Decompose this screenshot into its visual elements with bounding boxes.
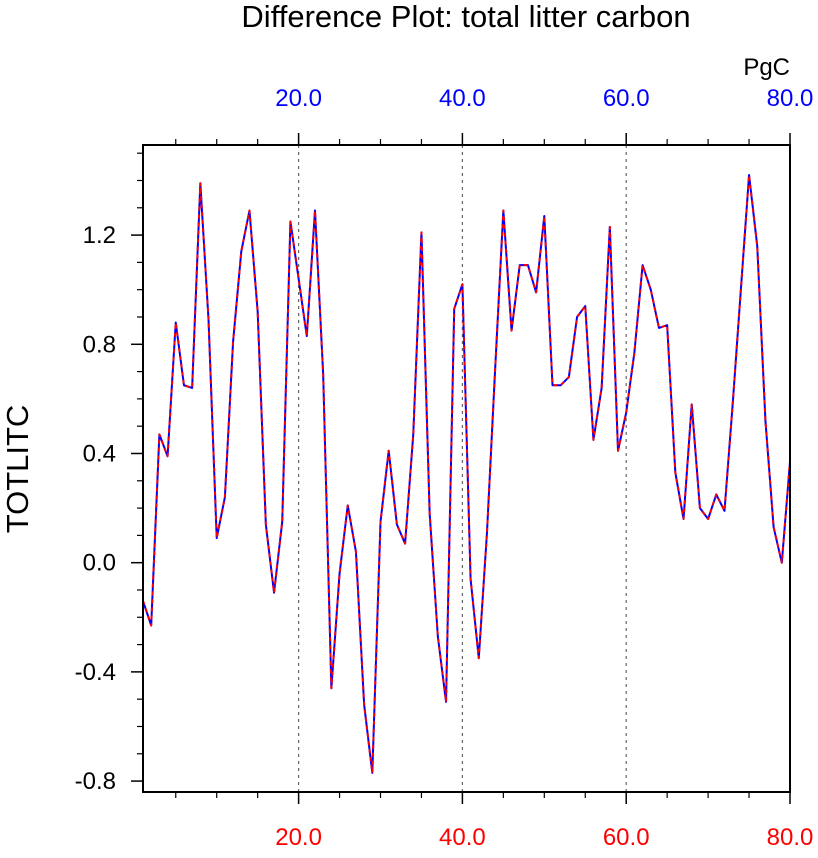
units-label: PgC	[743, 54, 790, 81]
x-tick-label-bottom: 80.0	[767, 824, 814, 851]
y-axis-label: TOTLITC	[0, 405, 35, 534]
x-tick-label-bottom: 60.0	[603, 824, 650, 851]
y-tick-label: -0.4	[75, 659, 116, 686]
x-tick-label-top: 40.0	[439, 85, 486, 112]
series-lines	[142, 174, 791, 774]
y-tick-label: 1.2	[83, 222, 116, 249]
y-tick-label: -0.8	[75, 768, 116, 795]
y-tick-label: 0.4	[83, 440, 116, 467]
y-tick-label: 0.8	[83, 331, 116, 358]
chart-title: Difference Plot: total litter carbon	[241, 0, 690, 34]
x-tick-label-top: 60.0	[603, 85, 650, 112]
series-line-dashed	[142, 174, 791, 774]
axis-ticks	[131, 133, 791, 804]
x-tick-label-bottom: 20.0	[275, 824, 322, 851]
tick-labels: 20.0 40.0 60.0 80.0 20.0 40.0 60.0 80.0 -0.8 -0.4…	[75, 85, 814, 851]
grid-lines	[298, 145, 627, 792]
x-tick-label-top: 80.0	[767, 85, 814, 112]
plot-frame	[142, 144, 791, 793]
x-tick-label-top: 20.0	[275, 85, 322, 112]
y-tick-label: 0.0	[83, 550, 116, 577]
x-tick-label-bottom: 40.0	[439, 824, 486, 851]
